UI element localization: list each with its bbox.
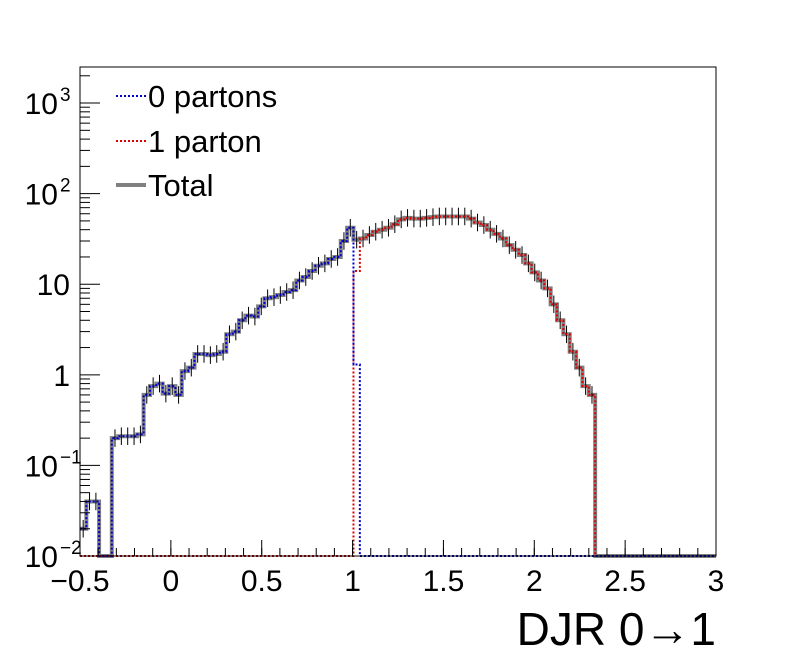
plot-frame (79, 66, 717, 557)
y-tick-exponent: −2 (60, 538, 82, 559)
legend-label: Total (148, 168, 213, 203)
y-tick-exponent: 3 (60, 85, 71, 106)
x-axis-title: DJR 0→1 (517, 603, 716, 655)
y-tick-label: 10 (25, 450, 58, 483)
y-tick-exponent: 2 (60, 176, 71, 197)
legend: 0 partons 1 parton Total (116, 79, 277, 203)
y-tick-label: 10 (25, 541, 58, 574)
x-tick-label: −0.5 (50, 565, 109, 598)
y-tick-label: 10 (25, 88, 58, 121)
x-tick-label: 0 (163, 565, 180, 598)
legend-label: 1 parton (148, 124, 262, 159)
legend-label: 0 partons (148, 79, 277, 114)
x-tick-label: 2.5 (604, 565, 646, 598)
y-tick-label: 1 (53, 360, 70, 393)
x-tick-label: 1.5 (423, 565, 465, 598)
y-tick-label: 10 (37, 269, 70, 302)
y-tick-exponent: −1 (60, 447, 82, 468)
x-tick-label: 1 (344, 565, 361, 598)
x-tick-label: 3 (708, 565, 725, 598)
ticks-layer (79, 75, 717, 557)
y-tick-label: 10 (25, 179, 58, 212)
series-line-1-parton (80, 215, 716, 557)
x-tick-label: 2 (526, 565, 543, 598)
x-tick-label: 0.5 (241, 565, 283, 598)
